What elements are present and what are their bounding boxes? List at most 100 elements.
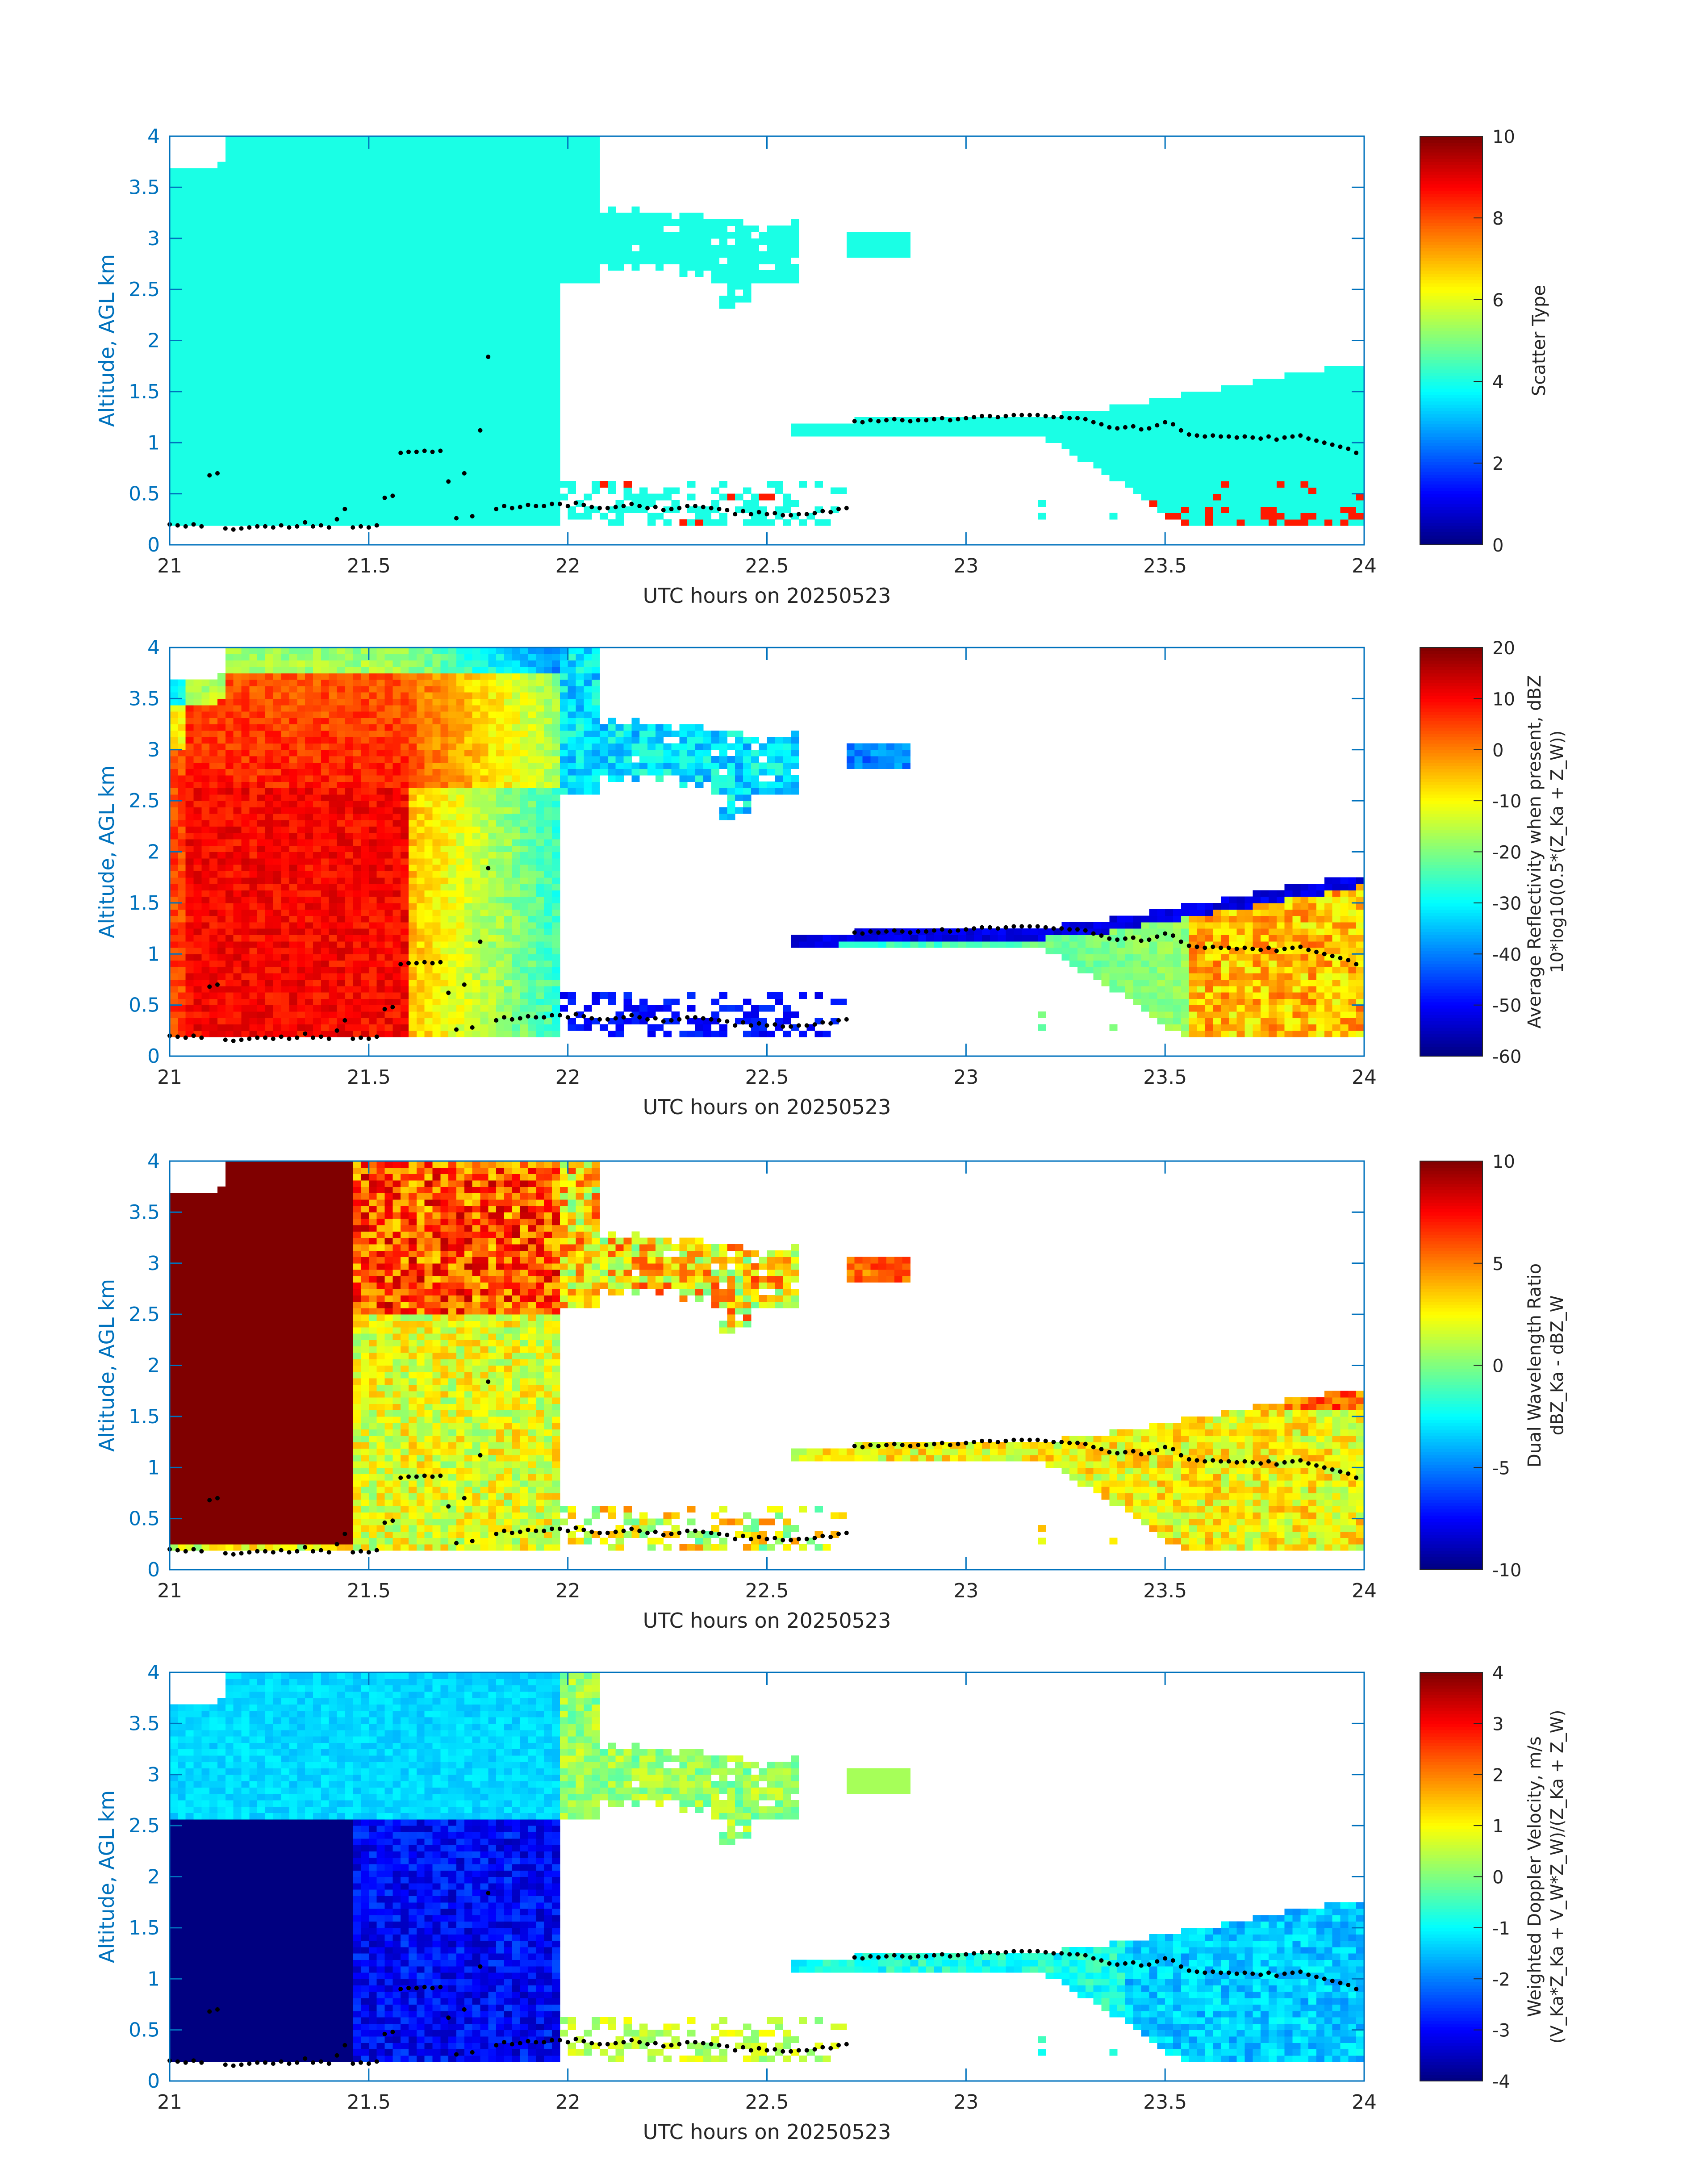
heatmap-cell [401, 194, 409, 201]
heatmap-cell [433, 405, 441, 411]
heatmap-cell [242, 245, 250, 251]
heatmap-cell [305, 251, 313, 258]
heatmap-cell [1269, 398, 1277, 405]
heatmap-cell [664, 232, 672, 239]
heatmap-cell [297, 289, 305, 296]
heatmap-cell [361, 481, 369, 488]
heatmap-cell [1348, 405, 1356, 411]
heatmap-cell [536, 142, 544, 149]
heatmap-cell [401, 462, 409, 468]
heatmap-cell [417, 181, 425, 188]
heatmap-cell [401, 162, 409, 168]
heatmap-cell [289, 309, 297, 315]
heatmap-cell [727, 219, 735, 226]
heatmap-cell [186, 238, 194, 245]
heatmap-cell [1277, 417, 1285, 424]
heatmap-cell [1253, 462, 1261, 468]
heatmap-cell [273, 500, 281, 507]
heatmap-cell [616, 245, 624, 251]
heatmap-cell [1269, 462, 1277, 468]
heatmap-cell [377, 455, 385, 462]
heatmap-cell [488, 251, 496, 258]
heatmap-cell [226, 436, 234, 443]
heatmap-cell [552, 181, 560, 188]
heatmap-cell [520, 258, 528, 264]
heatmap-cell [536, 302, 544, 309]
heatmap-cell [313, 296, 321, 302]
heatmap-cell [217, 206, 226, 213]
heatmap-cell [496, 264, 504, 271]
heatmap-cell [297, 366, 305, 373]
heatmap-cell [456, 494, 464, 501]
heatmap-cell [656, 513, 664, 520]
heatmap-cell [1332, 462, 1341, 468]
heatmap-cell [1173, 506, 1181, 513]
heatmap-cell [273, 226, 281, 232]
heatmap-cell [249, 149, 257, 156]
heatmap-cell [512, 455, 520, 462]
heatmap-cell [313, 494, 321, 501]
heatmap-cell [488, 289, 496, 296]
heatmap-cell [1157, 405, 1165, 411]
heatmap-cell [209, 744, 217, 750]
heatmap-cell [209, 833, 217, 840]
heatmap-cell [536, 200, 544, 207]
heatmap-cell [417, 162, 425, 168]
heatmap-cell [584, 232, 592, 239]
heatmap-cell [226, 417, 234, 424]
heatmap-cell [1197, 481, 1205, 488]
cloud-base-point [924, 418, 928, 422]
heatmap-cell [464, 136, 472, 143]
y-tick-label: 4 [147, 125, 160, 148]
heatmap-cell [385, 175, 393, 181]
heatmap-cell [217, 807, 226, 814]
heatmap-cell [1157, 462, 1165, 468]
cloud-base-point [295, 524, 299, 529]
heatmap-cell [289, 328, 297, 334]
heatmap-cell [1285, 468, 1293, 475]
heatmap-cell [552, 155, 560, 162]
heatmap-cell [209, 302, 217, 309]
heatmap-cell [1237, 500, 1245, 507]
heatmap-cell [353, 411, 361, 418]
heatmap-cell [369, 283, 377, 290]
heatmap-cell [194, 986, 202, 993]
heatmap-cell [1229, 462, 1237, 468]
heatmap-cell [512, 359, 520, 366]
heatmap-cell [1117, 462, 1125, 468]
heatmap-cell [433, 200, 441, 207]
heatmap-cell [886, 423, 894, 430]
heatmap-cell [273, 475, 281, 481]
heatmap-cell [552, 430, 560, 437]
heatmap-cell [209, 206, 217, 213]
heatmap-cell [393, 149, 401, 156]
heatmap-cell [448, 309, 456, 315]
heatmap-cell [552, 506, 560, 513]
heatmap-cell [385, 302, 393, 309]
heatmap-cell [600, 251, 608, 258]
heatmap-cell [1300, 487, 1308, 494]
heatmap-cell [1348, 411, 1356, 418]
heatmap-cell [401, 423, 409, 430]
heatmap-cell [186, 219, 194, 226]
heatmap-cell [329, 155, 337, 162]
heatmap-cell [409, 136, 417, 143]
heatmap-cell [273, 168, 281, 175]
heatmap-cell [401, 206, 409, 213]
cloud-base-point [1235, 435, 1239, 440]
heatmap-cell [433, 322, 441, 328]
heatmap-cell [345, 155, 353, 162]
heatmap-cell [201, 341, 209, 347]
heatmap-cell [759, 277, 767, 284]
heatmap-cell [178, 417, 186, 424]
heatmap-cell [425, 366, 433, 373]
cloud-base-point [852, 419, 857, 423]
heatmap-cell [815, 519, 823, 526]
heatmap-cell [257, 296, 265, 302]
heatmap-cell [1261, 513, 1269, 520]
heatmap-cell [998, 423, 1006, 430]
heatmap-cell [719, 519, 727, 526]
heatmap-cell [201, 430, 209, 437]
heatmap-cell [401, 487, 409, 494]
heatmap-cell [1109, 405, 1117, 411]
